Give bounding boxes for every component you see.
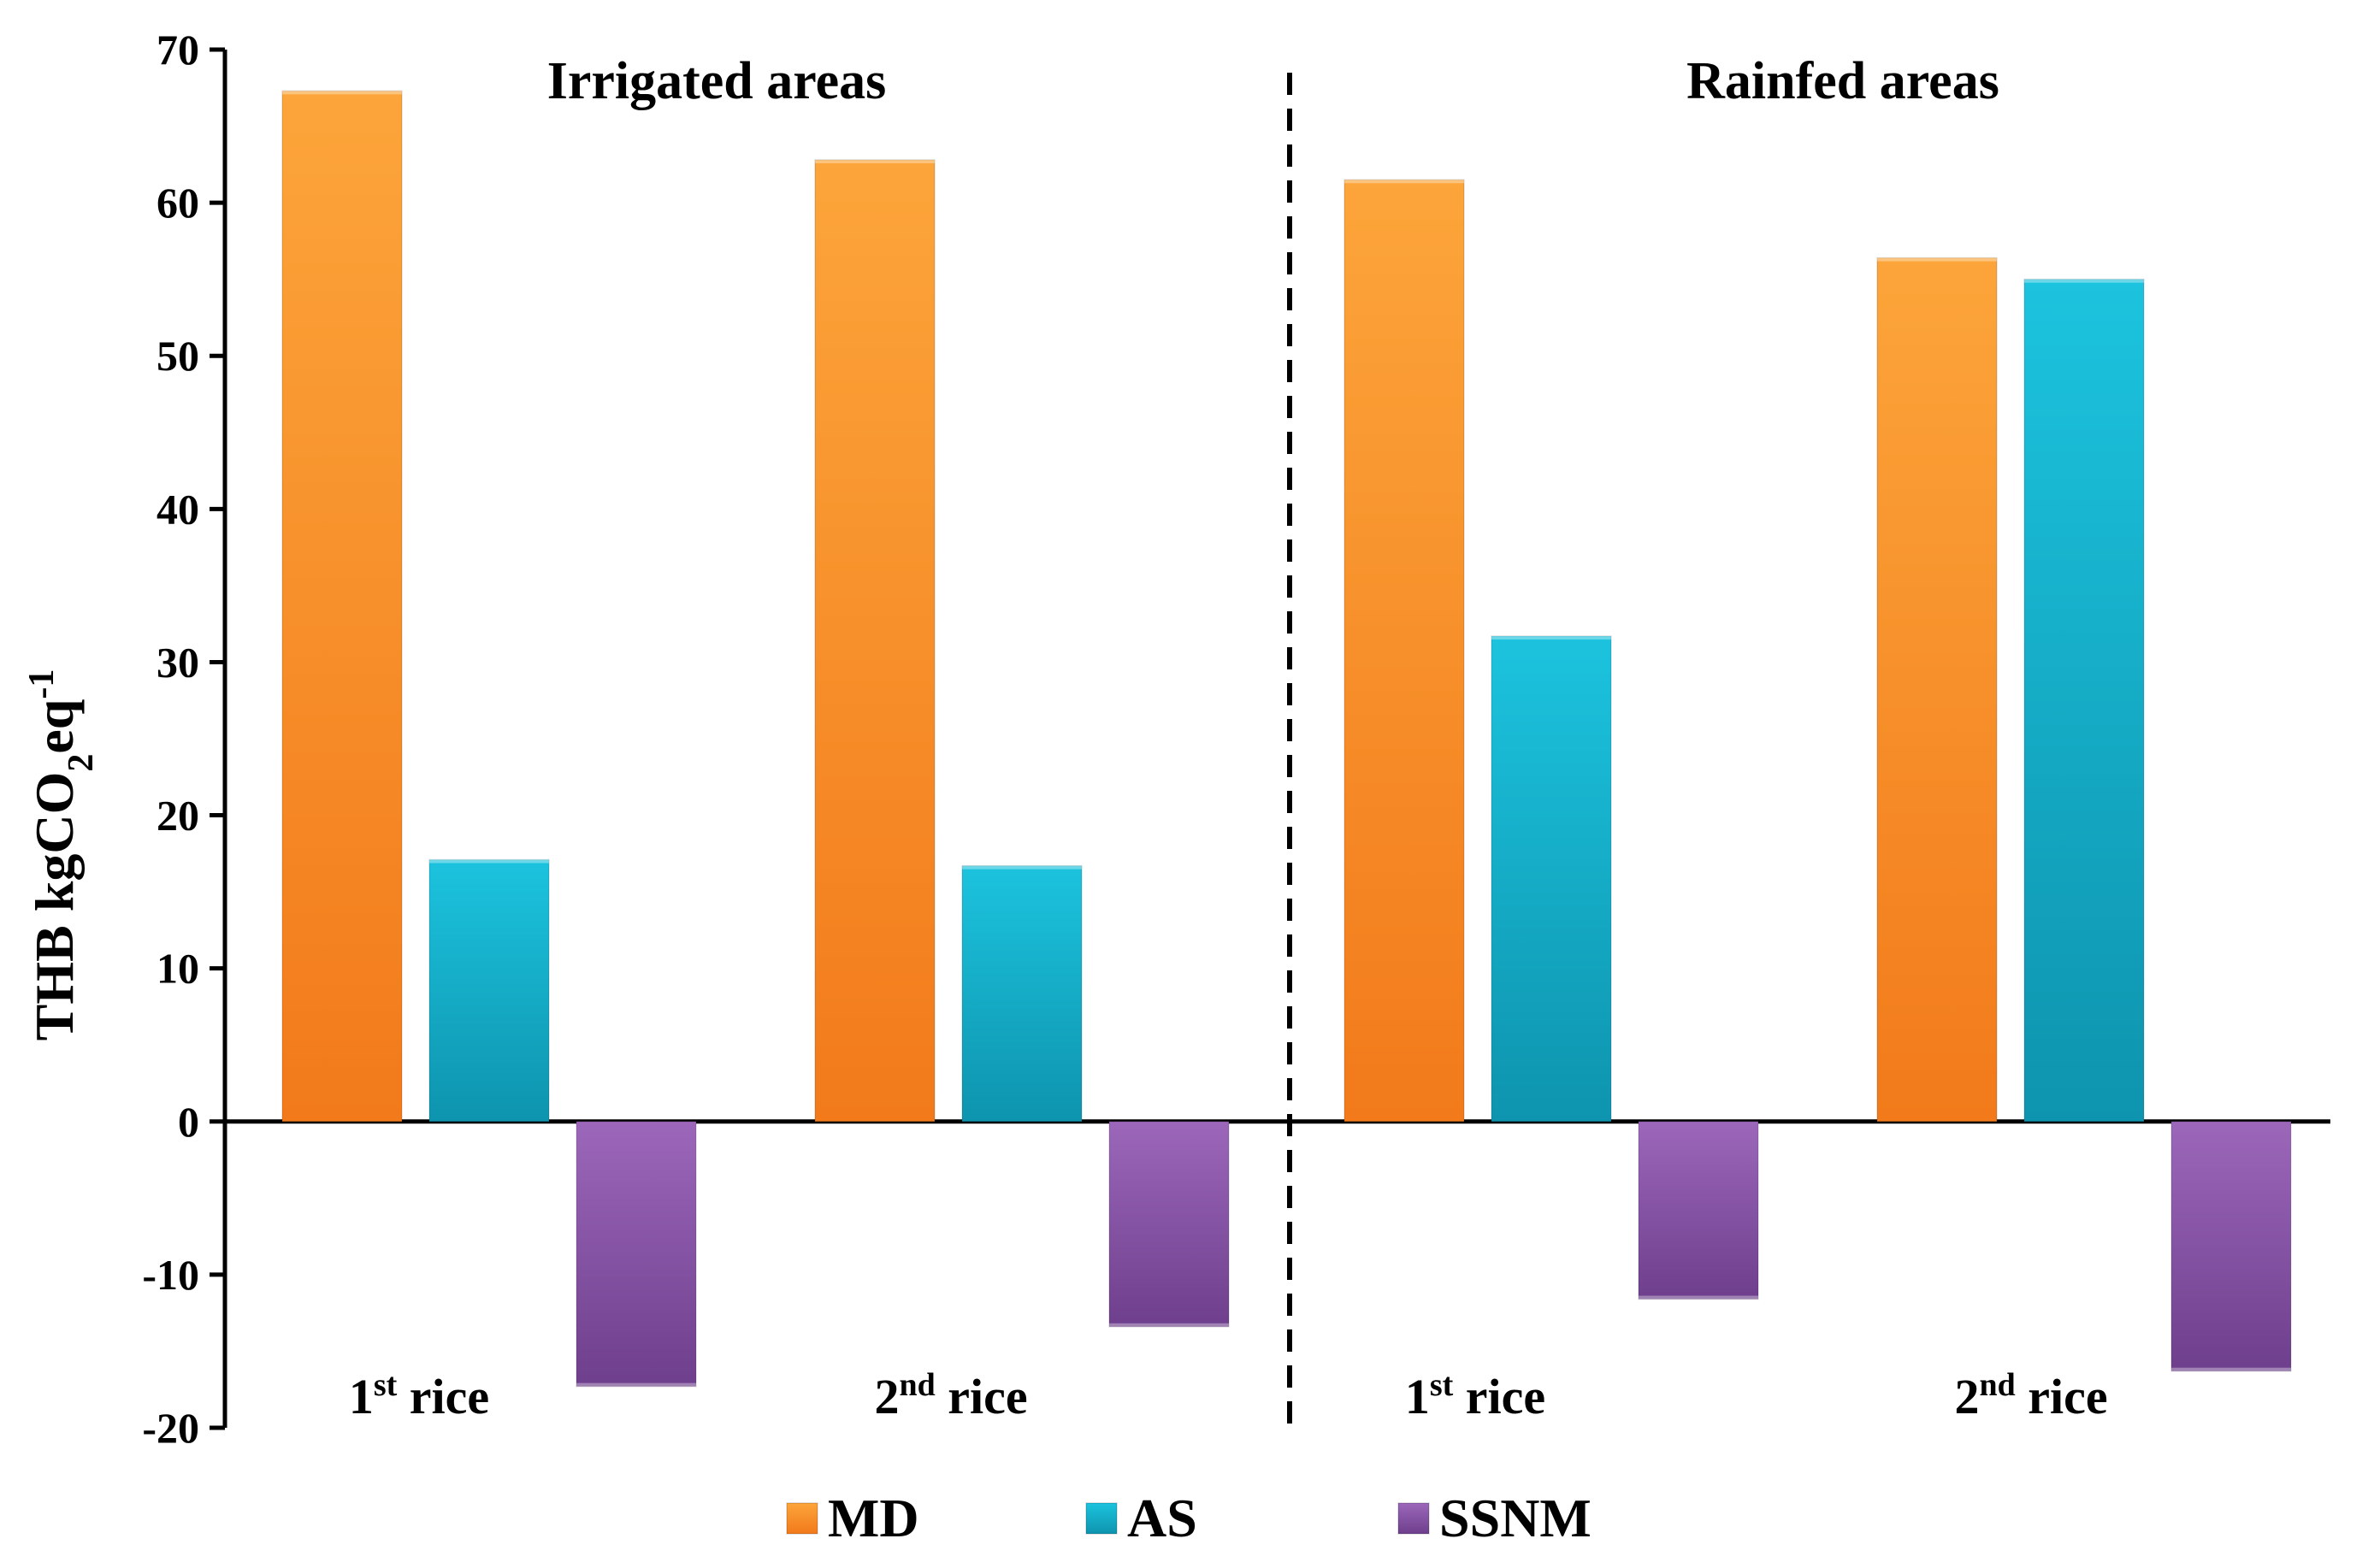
bar-as xyxy=(2023,278,2145,1123)
bar-highlight xyxy=(2171,1367,2291,1371)
bar-ssnm xyxy=(1638,1121,1759,1300)
group-label-sup: st xyxy=(1430,1367,1454,1403)
svg-text:THB kgCO2eq-1: THB kgCO2eq-1 xyxy=(22,669,101,1041)
group-label: 2nd rice xyxy=(1954,1367,2107,1424)
group-label-sup: st xyxy=(374,1367,398,1403)
bar-ssnm xyxy=(2170,1121,2292,1372)
y-tick-label: -10 xyxy=(142,1251,199,1299)
bar-ssnm xyxy=(576,1121,697,1388)
bar-highlight xyxy=(429,859,549,864)
bar-md xyxy=(1876,256,1998,1123)
group-label-rest: rice xyxy=(1453,1369,1545,1424)
group-label-num: 2 xyxy=(1954,1369,1979,1424)
group-label-rest: rice xyxy=(2016,1369,2108,1424)
group-label-num: 1 xyxy=(1405,1369,1430,1424)
group-label-num: 1 xyxy=(349,1369,374,1424)
bar-highlight xyxy=(962,865,1082,869)
y-tick-label: 40 xyxy=(156,485,199,533)
y-tick-label: 70 xyxy=(156,26,199,74)
group-label: 1st rice xyxy=(349,1367,489,1424)
bar-ssnm xyxy=(1108,1121,1230,1328)
y-axis-label-mid: eq xyxy=(24,699,85,754)
legend-swatch-md xyxy=(786,1502,818,1535)
bar-highlight xyxy=(1877,257,1997,262)
bar-highlight xyxy=(1109,1323,1229,1327)
bar-as xyxy=(1491,635,1612,1123)
group-label: 1st rice xyxy=(1405,1367,1545,1424)
bar-highlight xyxy=(815,159,935,163)
y-axis-label-sub: 2 xyxy=(62,754,101,772)
bar-as xyxy=(961,864,1083,1123)
y-tick-label: 10 xyxy=(156,945,199,993)
legend-label-md: MD xyxy=(828,1488,919,1548)
bar-highlight xyxy=(282,91,402,95)
y-tick-label: -20 xyxy=(142,1404,199,1452)
bar-as xyxy=(428,858,550,1123)
region-label: Rainfed areas xyxy=(1686,52,1999,110)
bar-md xyxy=(814,159,936,1123)
legend-label-as: AS xyxy=(1127,1488,1197,1548)
legend-swatch-as xyxy=(1085,1502,1118,1535)
group-label-sup: nd xyxy=(1979,1367,2015,1403)
group-label-rest: rice xyxy=(397,1369,489,1424)
legend: MD AS SSNM xyxy=(786,1488,1591,1548)
y-tick-label: 20 xyxy=(156,792,199,840)
bar-highlight xyxy=(576,1382,696,1387)
y-tick-label: 60 xyxy=(156,179,199,227)
bar-highlight xyxy=(1491,635,1611,640)
group-label-rest: rice xyxy=(936,1369,1028,1424)
bar-highlight xyxy=(1639,1295,1758,1300)
y-tick-label: 0 xyxy=(178,1098,199,1146)
bar-md xyxy=(1343,179,1465,1123)
region-label: Irrigated areas xyxy=(547,52,887,110)
y-tick-label: 30 xyxy=(156,638,199,686)
legend-swatch-ssnm xyxy=(1397,1502,1430,1535)
group-label-num: 2 xyxy=(874,1369,899,1424)
y-axis-label: THB kgCO2eq-1 xyxy=(22,669,101,1041)
y-axis-label-sup: -1 xyxy=(22,669,62,699)
group-label: 2nd rice xyxy=(874,1367,1027,1424)
y-axis-label-main: THB kgCO xyxy=(24,772,85,1041)
bar-highlight xyxy=(1344,180,1464,184)
bar-md xyxy=(281,90,403,1123)
group-label-sup: nd xyxy=(899,1367,935,1403)
legend-label-ssnm: SSNM xyxy=(1439,1488,1591,1548)
bar-highlight xyxy=(2024,279,2144,283)
y-tick-label: 50 xyxy=(156,332,199,380)
